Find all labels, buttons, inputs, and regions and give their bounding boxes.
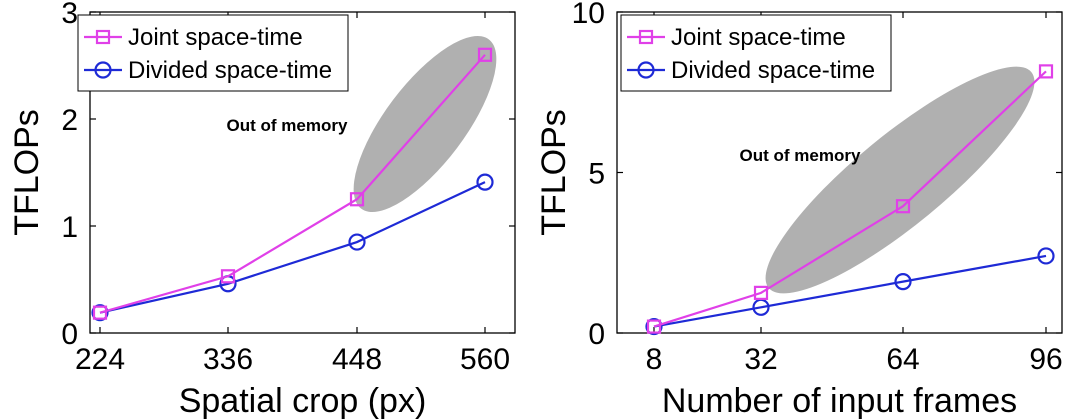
data-point-joint-space-time [646,319,662,334]
x-tick-label: 224 [75,343,125,376]
y-tick-label: 2 [61,104,78,137]
x-tick-label: 32 [744,343,777,376]
out-of-memory-label: Out of memory [227,116,348,135]
y-tick-label: 5 [588,158,605,191]
data-point-joint-space-time [895,199,911,214]
chart-panel-1: 0 1 2 3 224 336 448 560 Spatial crop (px) TFLOPs O… [8,0,516,420]
legend-marker [638,29,654,45]
y-tick-label: 0 [588,318,605,351]
axes-box [89,11,516,334]
y-axis-label: TFLOPs [8,109,46,236]
y-tick-label: 0 [61,318,78,351]
data-point-divided-space-time [1037,247,1055,265]
legend-box [620,14,892,92]
data-point-joint-space-time [220,269,236,284]
y-tick-label: 10 [572,0,605,30]
legend-marker [637,61,655,79]
data-point-divided-space-time [348,233,366,251]
legend-label: Divided space-time [128,57,332,84]
data-point-divided-space-time [645,317,663,336]
legend-box [77,14,349,92]
series-line-joint-space-time [653,70,1047,328]
data-point-joint-space-time [477,47,493,62]
legend-label: Divided space-time [671,57,875,84]
y-tick-label: 1 [61,211,78,244]
x-tick-label: 560 [460,343,510,376]
legend: Joint space-time Divided space-time [77,14,349,92]
x-axis-label: Spatial crop (px) [179,382,427,420]
x-tick-label: 64 [886,343,919,376]
data-point-divided-space-time [91,304,109,322]
data-point-divided-space-time [476,173,494,191]
x-tick-label: 336 [203,343,253,376]
legend: Joint space-time Divided space-time [620,14,892,92]
out-of-memory-label: Out of memory [740,146,861,165]
x-axis-label: Number of input frames [662,382,1017,420]
data-point-joint-space-time [349,192,365,207]
y-axis-label: TFLOPs [535,109,573,236]
series-line-divided-space-time [653,254,1047,328]
out-of-memory-region [765,66,1035,294]
chart-panel-2: 0 5 10 8 32 64 96 Number of input frames TFLOPs O… [535,0,1063,420]
y-tick-label: 3 [61,0,78,30]
data-point-joint-space-time [1038,64,1054,79]
data-point-joint-space-time [92,305,108,320]
x-tick-label: 8 [646,343,663,376]
legend-marker [95,29,111,45]
data-point-joint-space-time [753,285,769,300]
series-line-joint-space-time [99,54,486,314]
x-tick-label: 96 [1029,343,1062,376]
legend-label: Joint space-time [128,24,303,51]
x-tick-label: 448 [332,343,382,376]
data-point-divided-space-time [894,273,912,291]
legend-label: Joint space-time [671,24,846,51]
legend-marker [94,61,112,79]
series-line-divided-space-time [99,181,486,314]
